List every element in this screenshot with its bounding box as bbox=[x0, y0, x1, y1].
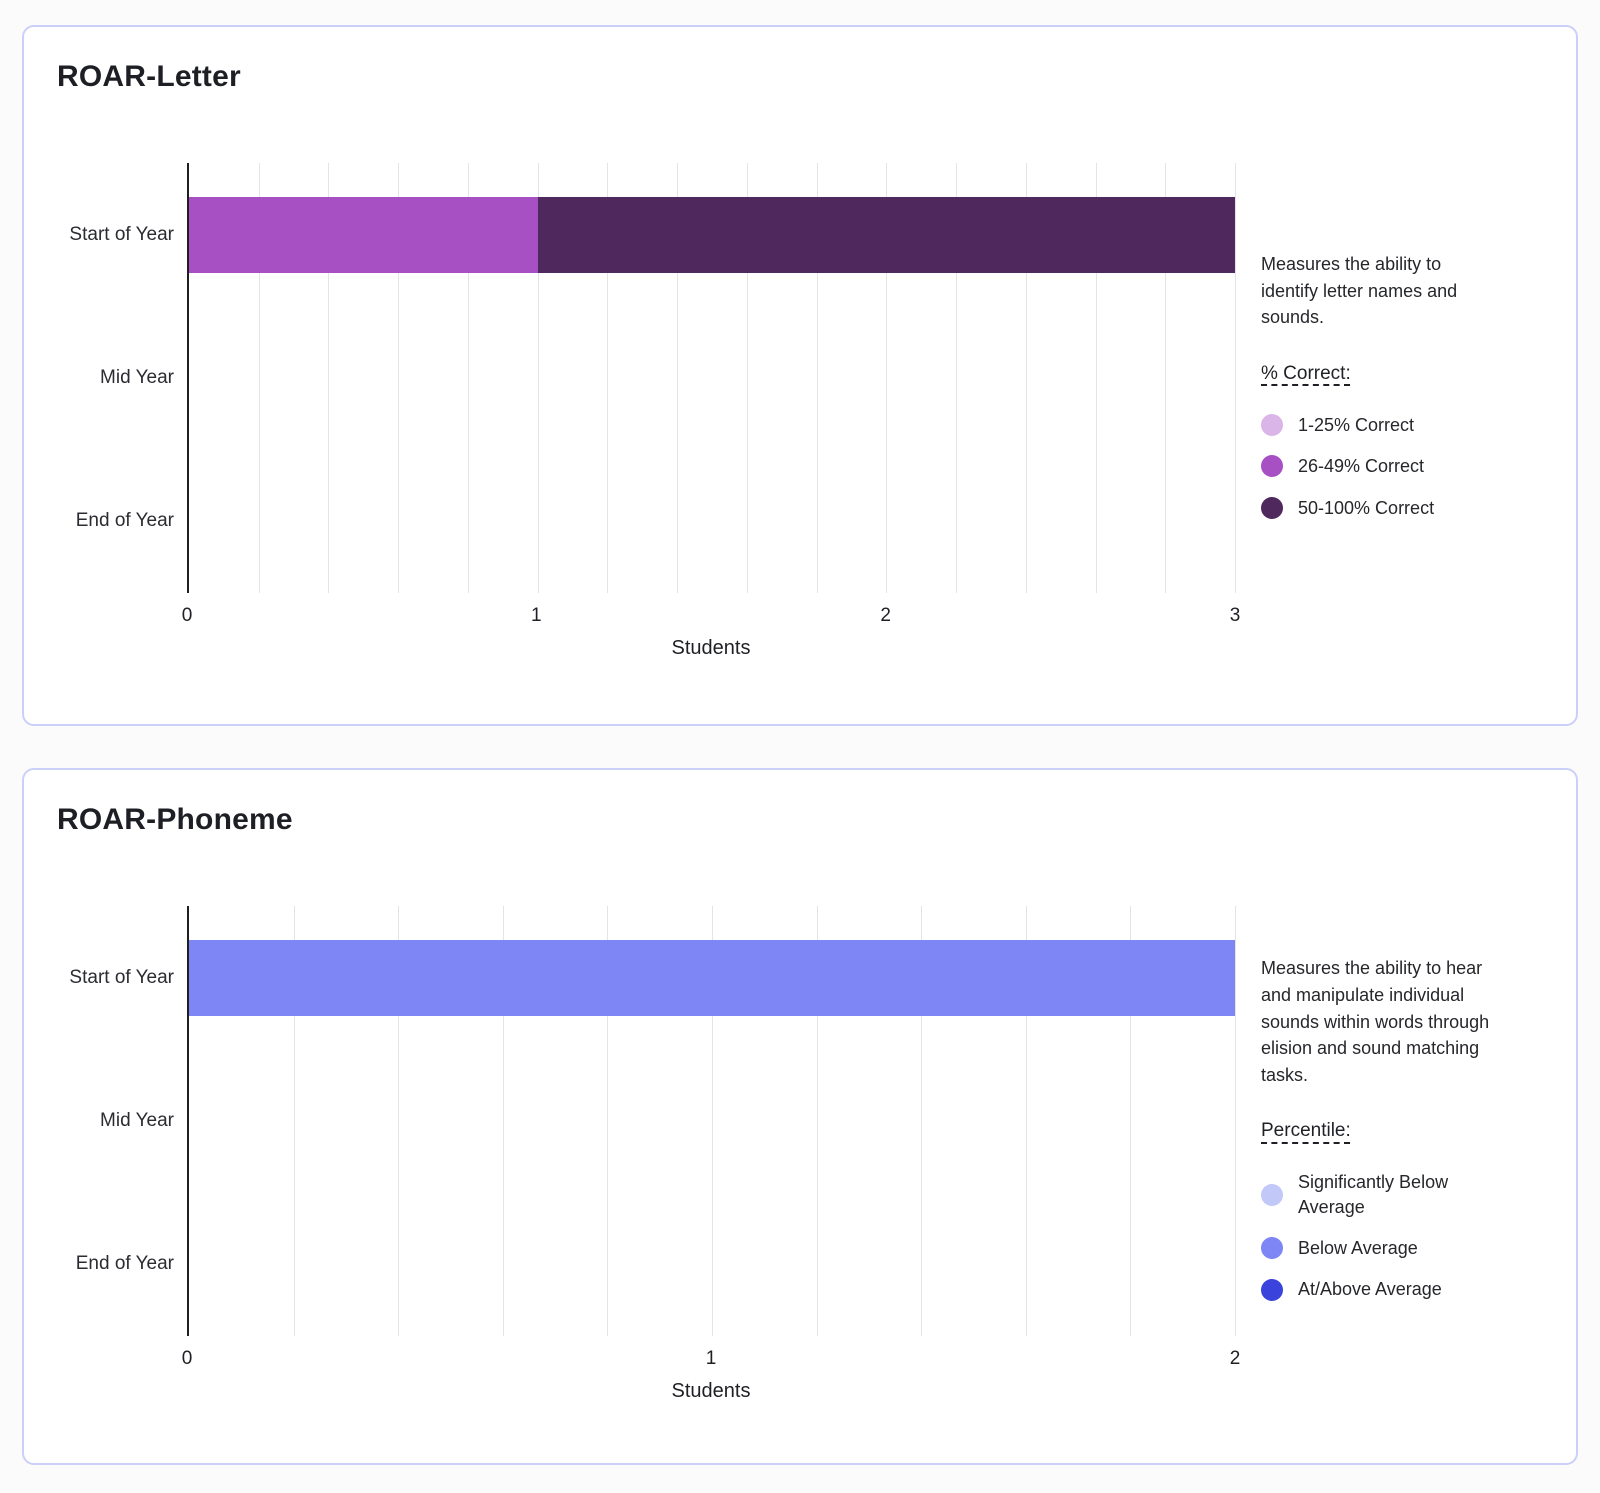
plot-area bbox=[187, 163, 1236, 593]
gridline bbox=[502, 906, 504, 1336]
gridline bbox=[258, 163, 260, 593]
gridline bbox=[712, 906, 713, 1336]
gridline bbox=[398, 906, 400, 1336]
x-tick-label: 2 bbox=[880, 605, 891, 626]
roar-phoneme-card: ROAR-Phoneme Start of Year Mid Year End … bbox=[22, 768, 1578, 1465]
x-tick-label: 1 bbox=[531, 605, 542, 626]
chart-area: Start of Year Mid Year End of Year 0 1 2 3 … bbox=[24, 163, 1576, 660]
legend-label: At/Above Average bbox=[1298, 1279, 1442, 1300]
gridline bbox=[537, 163, 539, 593]
category-label-start-of-year: Start of Year bbox=[69, 223, 174, 245]
legend: Significantly Below Average Below Averag… bbox=[1261, 1170, 1576, 1301]
bar-segment-50-100-correct bbox=[537, 196, 1235, 273]
gridline bbox=[607, 906, 609, 1336]
x-axis-title: Students bbox=[671, 1380, 751, 1402]
chart-title: ROAR-Letter bbox=[57, 60, 241, 93]
legend: 1-25% Correct 26-49% Correct 50-100% Cor… bbox=[1261, 413, 1576, 520]
legend-label: Significantly Below Average bbox=[1298, 1172, 1449, 1217]
plot-area bbox=[187, 906, 1236, 1336]
legend-item: At/Above Average bbox=[1261, 1277, 1576, 1301]
x-tick-label: 1 bbox=[705, 1348, 717, 1369]
bar-segment-26-49-correct bbox=[189, 196, 538, 273]
legend-item: 1-25% Correct bbox=[1261, 413, 1576, 437]
legend-item: 50-100% Correct bbox=[1261, 496, 1576, 520]
plot-column: 0 1 2 3 Students bbox=[182, 163, 1241, 660]
gridline bbox=[328, 163, 330, 593]
category-label-end-of-year: End of Year bbox=[75, 510, 174, 532]
legend-item: 26-49% Correct bbox=[1261, 454, 1576, 478]
legend-title: Percentile: bbox=[1261, 1120, 1351, 1142]
legend-label: Below Average bbox=[1298, 1238, 1418, 1259]
legend-dot bbox=[1261, 414, 1283, 437]
gridline bbox=[1165, 163, 1167, 593]
x-axis-title: Students bbox=[671, 637, 751, 659]
legend-dot bbox=[1261, 1278, 1283, 1301]
chart-area: Start of Year Mid Year End of Year 0 1 2 S… bbox=[24, 906, 1576, 1403]
gridline bbox=[1235, 163, 1236, 593]
x-tick-label: 3 bbox=[1229, 605, 1241, 626]
gridline bbox=[1130, 906, 1132, 1336]
y-axis-labels: Start of Year Mid Year End of Year bbox=[24, 906, 187, 1336]
roar-letter-card: ROAR-Letter Start of Year Mid Year End o… bbox=[22, 25, 1578, 726]
x-tick-label: 0 bbox=[181, 1348, 193, 1369]
legend-label: 1-25% Correct bbox=[1298, 414, 1415, 435]
legend-label: 50-100% Correct bbox=[1298, 497, 1435, 518]
x-tick-label: 0 bbox=[181, 605, 193, 626]
category-label-mid-year: Mid Year bbox=[100, 1109, 174, 1131]
gridline bbox=[1095, 163, 1097, 593]
gridline bbox=[1025, 906, 1027, 1336]
gridline bbox=[607, 163, 609, 593]
gridline bbox=[956, 163, 958, 593]
gridline bbox=[816, 906, 818, 1336]
legend-label: 26-49% Correct bbox=[1298, 456, 1425, 477]
category-label-end-of-year: End of Year bbox=[75, 1253, 174, 1275]
category-label-start-of-year: Start of Year bbox=[69, 966, 174, 988]
gridline bbox=[1235, 906, 1236, 1336]
legend-dot bbox=[1261, 1183, 1283, 1206]
category-label-mid-year: Mid Year bbox=[100, 366, 174, 388]
legend-item: Below Average bbox=[1261, 1236, 1576, 1260]
x-tick-label: 2 bbox=[1229, 1348, 1241, 1369]
legend-dot bbox=[1261, 496, 1283, 519]
legend-title: % Correct: bbox=[1261, 362, 1351, 384]
gridline bbox=[1025, 163, 1027, 593]
y-axis-labels: Start of Year Mid Year End of Year bbox=[24, 163, 187, 593]
chart-title: ROAR-Phoneme bbox=[57, 803, 293, 836]
gridline bbox=[677, 163, 679, 593]
legend-dot bbox=[1261, 1237, 1283, 1260]
gridline bbox=[886, 163, 888, 593]
legend-panel: Measures the ability to hear and manipul… bbox=[1235, 906, 1576, 1403]
plot-column: 0 1 2 Students bbox=[182, 906, 1241, 1403]
x-axis-ticks: 0 1 2 bbox=[182, 1338, 1241, 1372]
gridline bbox=[398, 163, 400, 593]
bar-segment-below-average bbox=[189, 939, 1235, 1016]
gridline bbox=[816, 163, 818, 593]
legend-item: Significantly Below Average bbox=[1261, 1170, 1576, 1219]
chart-description: Measures the ability to identify letter … bbox=[1261, 254, 1458, 328]
x-axis-ticks: 0 1 2 3 bbox=[182, 595, 1241, 629]
gridline bbox=[921, 906, 923, 1336]
legend-panel: Measures the ability to identify letter … bbox=[1235, 163, 1576, 660]
gridline bbox=[467, 163, 469, 593]
gridline bbox=[746, 163, 748, 593]
gridline bbox=[293, 906, 295, 1336]
legend-dot bbox=[1261, 455, 1283, 478]
chart-description: Measures the ability to hear and manipul… bbox=[1261, 958, 1490, 1085]
